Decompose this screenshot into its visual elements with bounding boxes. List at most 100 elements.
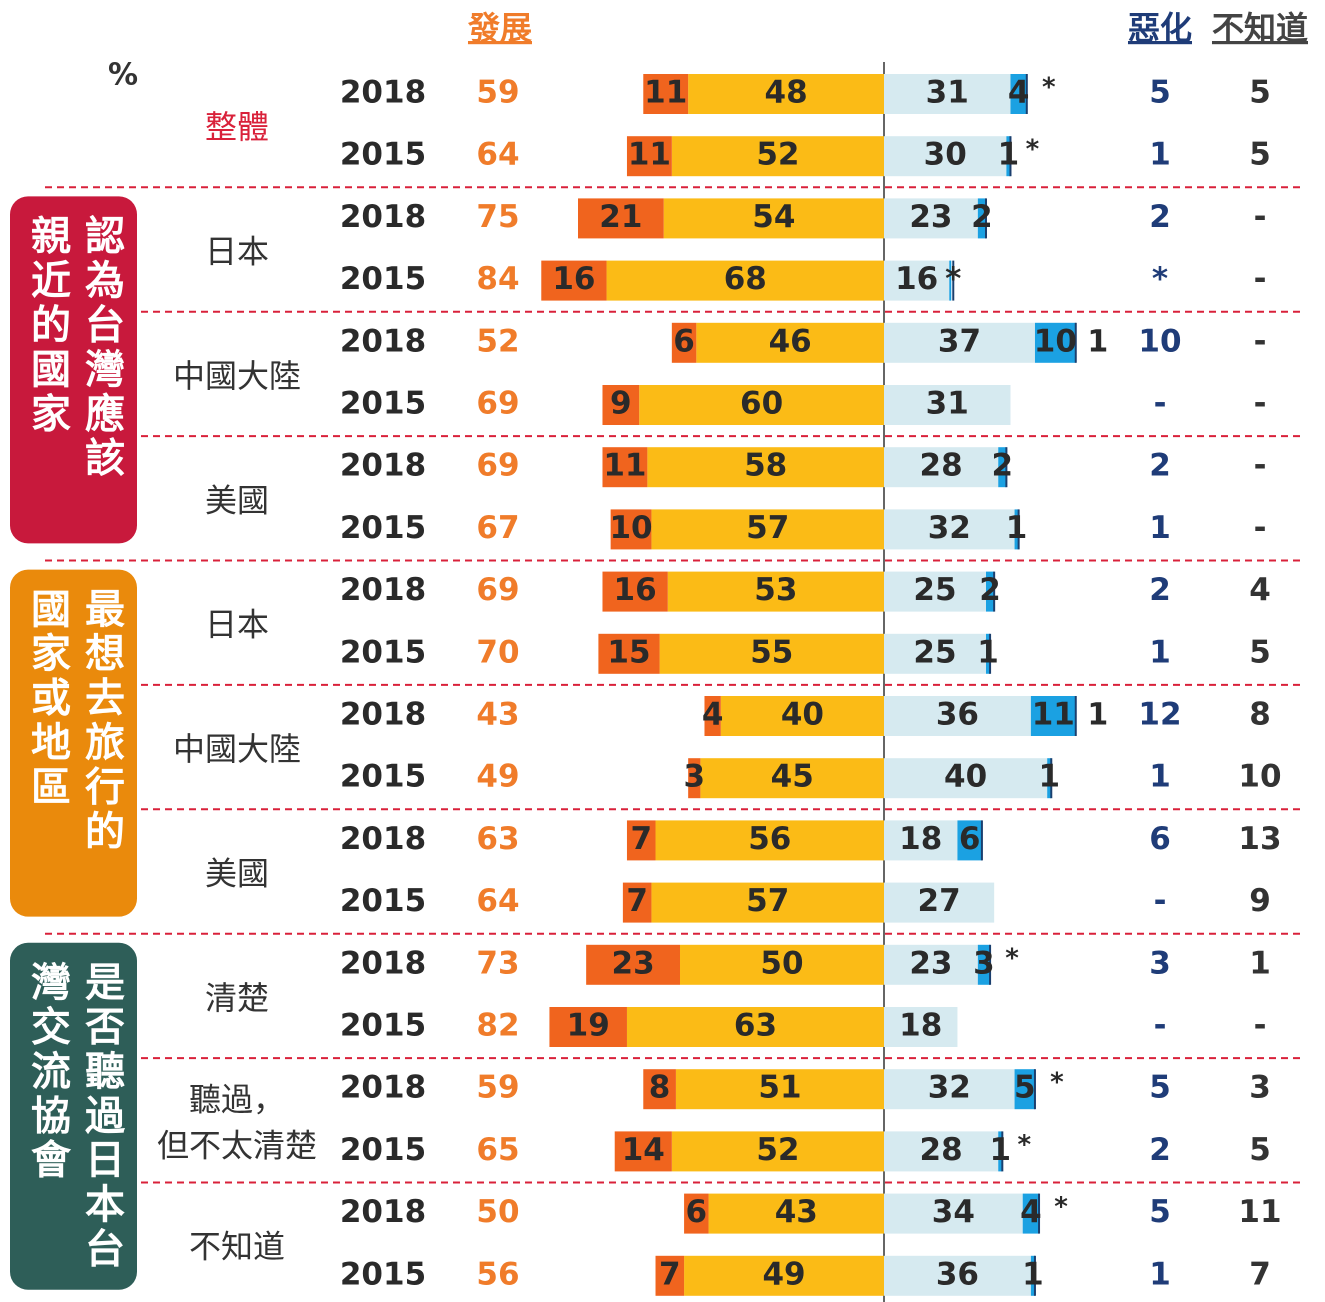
year: 2018 — [340, 572, 426, 608]
moderate-label: 57 — [746, 510, 789, 546]
worse-bar — [884, 74, 1011, 114]
extra-label: 1 — [1087, 324, 1108, 359]
moderate-bar — [680, 944, 884, 985]
worsen-total: - — [1154, 1008, 1167, 1044]
year: 2015 — [340, 1008, 426, 1044]
worsen-total: 6 — [1149, 821, 1171, 857]
develop-total: 64 — [476, 137, 519, 173]
section-box — [10, 196, 137, 544]
dont-know: 10 — [1238, 759, 1281, 795]
section-title: 認為台灣應該 — [78, 214, 125, 481]
much-worse-bar — [1030, 1255, 1035, 1296]
moderate-bar — [720, 696, 884, 736]
worse-label: 16 — [895, 261, 938, 297]
much-worse-bar — [986, 571, 995, 612]
worse-label: 32 — [928, 1070, 971, 1106]
year: 2015 — [340, 1256, 426, 1292]
worse-bar — [884, 322, 1035, 363]
year: 2018 — [340, 1194, 426, 1230]
develop-total: 82 — [476, 1008, 519, 1044]
strong-bar — [704, 696, 721, 736]
worsen-total: * — [1152, 261, 1168, 297]
moderate-bar — [626, 1007, 884, 1047]
dont-know: 9 — [1249, 883, 1271, 919]
much-worse-bar — [977, 198, 986, 239]
year: 2018 — [340, 821, 426, 857]
worse-label: 36 — [936, 697, 979, 733]
moderate-bar — [655, 820, 884, 861]
strong-label: 23 — [612, 945, 655, 981]
section-title: 國家或地區 — [24, 588, 71, 810]
develop-total: 69 — [476, 572, 519, 608]
much-worse-label: * — [945, 261, 961, 297]
worse-bar — [884, 571, 986, 612]
develop-total: 59 — [476, 75, 519, 111]
develop-total: 56 — [476, 1256, 519, 1292]
much-worse-bar — [1014, 509, 1019, 550]
much-worse-label: 5 — [1014, 1070, 1036, 1106]
dont-know: - — [1254, 386, 1267, 422]
dont-know: - — [1254, 1008, 1267, 1044]
develop-total: 73 — [476, 945, 519, 981]
strong-label: 7 — [630, 821, 652, 857]
strong-label: 11 — [603, 448, 646, 484]
group-label: 聽過， — [189, 1080, 285, 1118]
moderate-label: 55 — [750, 634, 793, 670]
much-worse-label: 6 — [959, 821, 981, 857]
worsen-total: 1 — [1149, 634, 1171, 670]
worse-label: 28 — [920, 448, 963, 484]
strong-label: 6 — [686, 1194, 708, 1230]
worse-bar — [884, 1131, 999, 1172]
worse-bar — [884, 758, 1048, 799]
dont-know: 5 — [1249, 634, 1271, 670]
strong-bar — [602, 447, 648, 488]
strong-bar — [549, 1007, 627, 1047]
worse-label: 34 — [932, 1194, 975, 1230]
section-title: 親近的國家 — [24, 214, 71, 436]
moderate-label: 49 — [762, 1256, 805, 1292]
worsen-total: 2 — [1149, 1132, 1171, 1168]
worse-bar — [884, 696, 1031, 736]
moderate-bar — [675, 1069, 884, 1110]
dont-know: 3 — [1249, 1070, 1271, 1106]
worse-label: 27 — [918, 883, 961, 919]
dont-know: 11 — [1238, 1194, 1281, 1230]
worse-bar — [884, 882, 995, 923]
much-worse-label: 1 — [1006, 510, 1028, 546]
worse-bar — [884, 1255, 1031, 1296]
worse-label: 23 — [909, 945, 952, 981]
develop-total: 59 — [476, 1070, 519, 1106]
year: 2018 — [340, 75, 426, 111]
worse-label: 25 — [913, 572, 956, 608]
group-label: 整體 — [205, 108, 269, 146]
moderate-bar — [606, 260, 884, 301]
dont-know: - — [1254, 199, 1267, 235]
worse-label: 36 — [936, 1256, 979, 1292]
dont-know: 7 — [1249, 1256, 1271, 1292]
moderate-label: 68 — [724, 261, 767, 297]
section-box — [10, 942, 137, 1290]
much-worse-label: 10 — [1034, 323, 1077, 359]
extra-label: * — [1026, 135, 1040, 165]
moderate-bar — [696, 322, 884, 363]
moderate-label: 52 — [756, 137, 799, 173]
much-worse-label: 1 — [1022, 1256, 1044, 1292]
develop-total: 43 — [476, 697, 519, 733]
strong-bar — [610, 509, 652, 550]
year: 2018 — [340, 448, 426, 484]
strong-label: 8 — [649, 1070, 671, 1106]
much-worse-bar — [986, 633, 991, 674]
strong-bar — [655, 1255, 685, 1296]
year: 2018 — [340, 697, 426, 733]
moderate-bar — [651, 882, 884, 923]
much-worse-label: 3 — [973, 945, 995, 981]
strong-bar — [671, 322, 697, 363]
strong-bar — [602, 571, 668, 612]
moderate-label: 46 — [769, 323, 812, 359]
strong-bar — [643, 1069, 676, 1110]
develop-total: 75 — [476, 199, 519, 235]
much-worse-label: 1 — [1038, 759, 1060, 795]
section-box — [10, 569, 137, 917]
moderate-label: 45 — [771, 759, 814, 795]
much-worse-label: 2 — [979, 572, 1001, 608]
